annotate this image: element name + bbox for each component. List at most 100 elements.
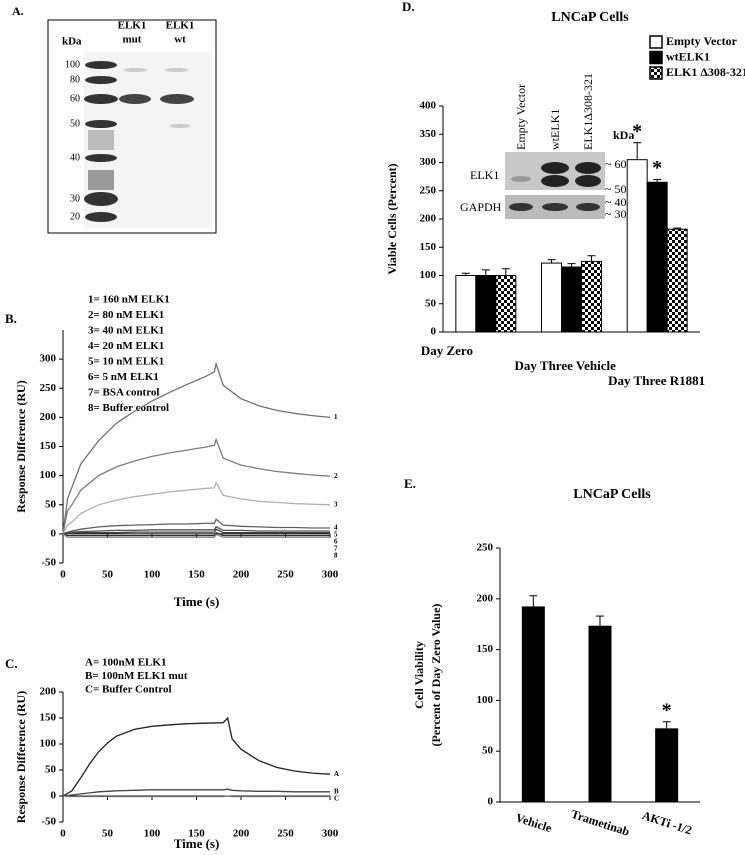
lane-label: mut — [123, 34, 142, 46]
annotation: 7= BSA control — [88, 387, 159, 399]
y-tick-label: 150 — [420, 241, 437, 253]
y-tick-label: 150 — [40, 712, 57, 724]
annotation: 5= 10 nM ELK1 — [88, 356, 164, 368]
annotation: 1= 160 nM ELK1 — [88, 294, 170, 306]
annotation: B= 100nM ELK1 mut — [85, 670, 188, 682]
row-label: ELK1 — [470, 168, 499, 182]
row-label: GAPDH — [460, 200, 502, 214]
marker-label: 80 — [70, 74, 80, 85]
x-tick-label: 200 — [233, 828, 250, 840]
x-tick-label: 150 — [188, 569, 205, 581]
size-label: ~ 40 — [605, 195, 627, 209]
legend-swatch — [649, 66, 663, 80]
y-tick-label: 300 — [420, 156, 437, 168]
bar — [455, 275, 477, 333]
x-axis-label: Time (s) — [174, 836, 220, 851]
y-tick-label: 0 — [431, 326, 437, 338]
y-tick-label: 50 — [45, 498, 57, 510]
series-line — [62, 531, 330, 537]
series-line — [62, 788, 330, 797]
band — [509, 203, 533, 211]
x-tick-label: 50 — [102, 828, 114, 840]
series-line — [62, 481, 331, 535]
gel-panel: A. kDa ELK1 mut ELK1 wt 100 80 60 50 40 … — [12, 4, 217, 234]
x-tick-label: AKTi -1/2 — [640, 808, 693, 837]
series-label: 2 — [334, 472, 338, 480]
y-tick-label: 150 — [477, 643, 494, 655]
bar — [475, 275, 497, 333]
size-label: ~ 30 — [605, 207, 627, 221]
y-tick-label: 250 — [40, 382, 57, 394]
sample-bands — [119, 68, 194, 128]
legend-label: ELK1 Δ308-321 — [666, 65, 745, 79]
lane-label: wt — [174, 34, 186, 46]
annotation: 4= 20 nM ELK1 — [88, 340, 164, 352]
size-label: ~ 60 — [605, 157, 627, 171]
x-tick-label: 100 — [144, 569, 161, 581]
y-axis-label: Response Difference (RU) — [14, 691, 28, 823]
unit-label: kDa — [62, 36, 82, 48]
panel-label: D. — [402, 0, 415, 14]
significance: * — [632, 120, 642, 142]
series-line — [62, 716, 331, 797]
x-axis-label: Time (s) — [174, 594, 220, 609]
band — [541, 175, 569, 187]
x-tick-label: Day Zero — [421, 343, 473, 358]
annotation: 2= 80 nM ELK1 — [88, 309, 164, 321]
series-label: 3 — [334, 500, 338, 508]
chart-title: LNCaP Cells — [551, 10, 629, 25]
y-tick-label: 100 — [40, 469, 57, 481]
chart-title: LNCaP Cells — [573, 487, 651, 502]
x-tick-label: 0 — [60, 569, 66, 581]
x-tick-label: 200 — [233, 569, 250, 581]
ladder-bands — [84, 61, 118, 222]
marker-label: 30 — [70, 193, 80, 204]
bar — [521, 606, 545, 803]
x-tick-label: Day Three Vehicle — [515, 358, 617, 373]
y-tick-label: 50 — [425, 297, 437, 309]
x-tick-label: Vehicle — [514, 810, 554, 835]
y-tick-label: 0 — [51, 527, 57, 539]
bar — [541, 262, 563, 333]
band — [575, 175, 601, 187]
series-line — [62, 437, 331, 535]
bar — [626, 159, 648, 333]
series-label: C — [334, 794, 339, 802]
series-label: B — [334, 787, 339, 795]
y-tick-label: 300 — [40, 353, 57, 365]
y-tick-label: 250 — [477, 542, 494, 554]
bar — [646, 181, 668, 333]
y-tick-label: 200 — [477, 592, 494, 604]
bar — [495, 275, 517, 333]
series-line — [62, 528, 330, 535]
series-label: 7 — [334, 545, 338, 553]
y-tick-label: 100 — [40, 738, 57, 750]
y-axis-label: (Percent of Day Zero Value) — [429, 604, 443, 747]
y-tick-label: 200 — [420, 213, 437, 225]
band — [575, 162, 601, 174]
x-tick-label: Day Three R1881 — [608, 373, 705, 388]
series-line — [62, 361, 331, 534]
x-tick-label: 150 — [188, 828, 205, 840]
annotation: 8= Buffer control — [88, 402, 169, 414]
series-label: 4 — [334, 524, 338, 532]
lane-label: Empty Vector — [514, 84, 528, 150]
series-label: A — [334, 770, 339, 778]
y-tick-label: 0 — [488, 796, 494, 808]
series-line — [62, 795, 330, 798]
y-tick-label: 350 — [420, 128, 437, 140]
legend-label: Empty Vector — [666, 34, 738, 48]
bar — [666, 228, 688, 333]
y-tick-label: -50 — [41, 816, 56, 828]
legend-label: wtELK1 — [666, 49, 710, 63]
y-tick-label: 150 — [40, 440, 57, 452]
lane-label: wtELK1 — [548, 109, 562, 150]
marker-label: 20 — [70, 211, 80, 222]
x-tick-label: 300 — [322, 569, 339, 581]
y-tick-label: 200 — [40, 411, 57, 423]
x-tick-label: 50 — [102, 569, 114, 581]
panel-label: B. — [5, 311, 17, 326]
x-tick-label: 100 — [144, 828, 161, 840]
y-axis-label: Viable Cells (Percent) — [385, 163, 399, 274]
